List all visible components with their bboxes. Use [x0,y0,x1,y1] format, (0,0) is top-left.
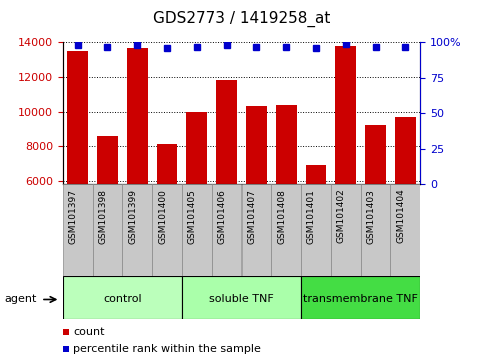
Bar [276,105,297,284]
Bar [63,184,93,276]
Bar [361,184,390,276]
Bar [395,117,416,284]
Bar [335,46,356,284]
Bar [301,184,331,276]
Bar [306,165,327,284]
Bar [331,184,361,276]
Bar [365,125,386,284]
Text: GSM101398: GSM101398 [99,189,108,244]
Bar [301,276,420,319]
Text: GSM101401: GSM101401 [307,189,316,244]
Bar [122,184,152,276]
Text: GSM101400: GSM101400 [158,189,167,244]
Text: soluble TNF: soluble TNF [209,295,274,304]
Text: control: control [103,295,142,304]
Bar [127,48,148,284]
Text: GSM101408: GSM101408 [277,189,286,244]
Bar [390,184,420,276]
Text: percentile rank within the sample: percentile rank within the sample [73,344,261,354]
Bar [212,184,242,276]
Text: GSM101404: GSM101404 [397,189,405,244]
Text: GSM101405: GSM101405 [188,189,197,244]
Bar [182,184,212,276]
Bar [63,347,69,352]
Bar [97,136,118,284]
Text: transmembrane TNF: transmembrane TNF [303,295,418,304]
Bar [63,329,69,335]
Bar [152,184,182,276]
Text: GSM101407: GSM101407 [247,189,256,244]
Text: GDS2773 / 1419258_at: GDS2773 / 1419258_at [153,11,330,27]
Text: count: count [73,327,105,337]
Bar [242,184,271,276]
Bar [63,276,182,319]
Bar [93,184,122,276]
Bar [156,144,177,284]
Text: GSM101402: GSM101402 [337,189,346,244]
Bar [67,51,88,284]
Bar [246,106,267,284]
Text: GSM101399: GSM101399 [128,189,137,244]
Text: GSM101403: GSM101403 [367,189,376,244]
Bar [186,112,207,284]
Bar [216,80,237,284]
Text: GSM101406: GSM101406 [218,189,227,244]
Bar [271,184,301,276]
Text: agent: agent [5,295,37,304]
Text: GSM101397: GSM101397 [69,189,78,244]
Bar [182,276,301,319]
